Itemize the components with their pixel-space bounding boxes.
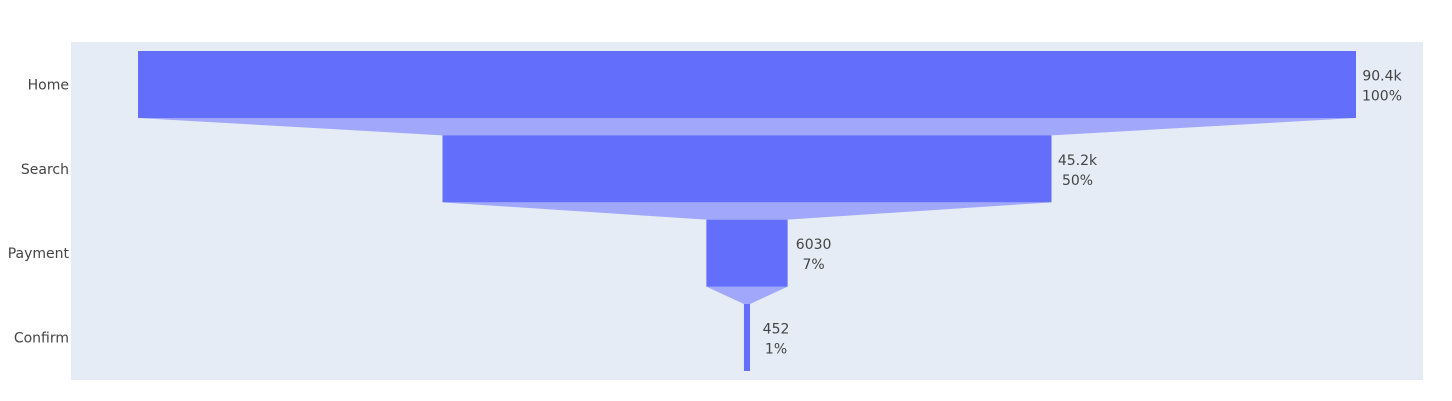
value-label-payment: 6030 (796, 237, 832, 253)
value-label-confirm: 452 (763, 321, 790, 337)
value-label-search: 45.2k (1058, 153, 1098, 169)
percent-label-search: 50% (1062, 173, 1093, 189)
funnel-connector-1 (442, 202, 1052, 220)
percent-label-home: 100% (1362, 89, 1402, 105)
category-labels: Home Search Payment Confirm (8, 78, 70, 347)
data-labels: 90.4k 100% 45.2k 50% 6030 7% 452 1% (763, 69, 1403, 358)
percent-label-payment: 7% (803, 257, 825, 273)
funnel-connector-2 (706, 286, 788, 304)
category-label-home: Home (28, 78, 69, 94)
percent-label-confirm: 1% (765, 341, 787, 357)
value-label-home: 90.4k (1362, 69, 1402, 85)
category-label-payment: Payment (8, 246, 70, 262)
funnel-bar-home[interactable] (138, 51, 1356, 118)
category-label-search: Search (21, 162, 69, 178)
funnel-connector-0 (138, 118, 1356, 136)
funnel-bars (138, 51, 1356, 371)
category-label-confirm: Confirm (14, 330, 69, 346)
funnel-bar-search[interactable] (442, 135, 1052, 203)
funnel-connectors (138, 118, 1356, 304)
funnel-bar-payment[interactable] (706, 219, 788, 287)
funnel-bar-confirm[interactable] (743, 303, 751, 371)
